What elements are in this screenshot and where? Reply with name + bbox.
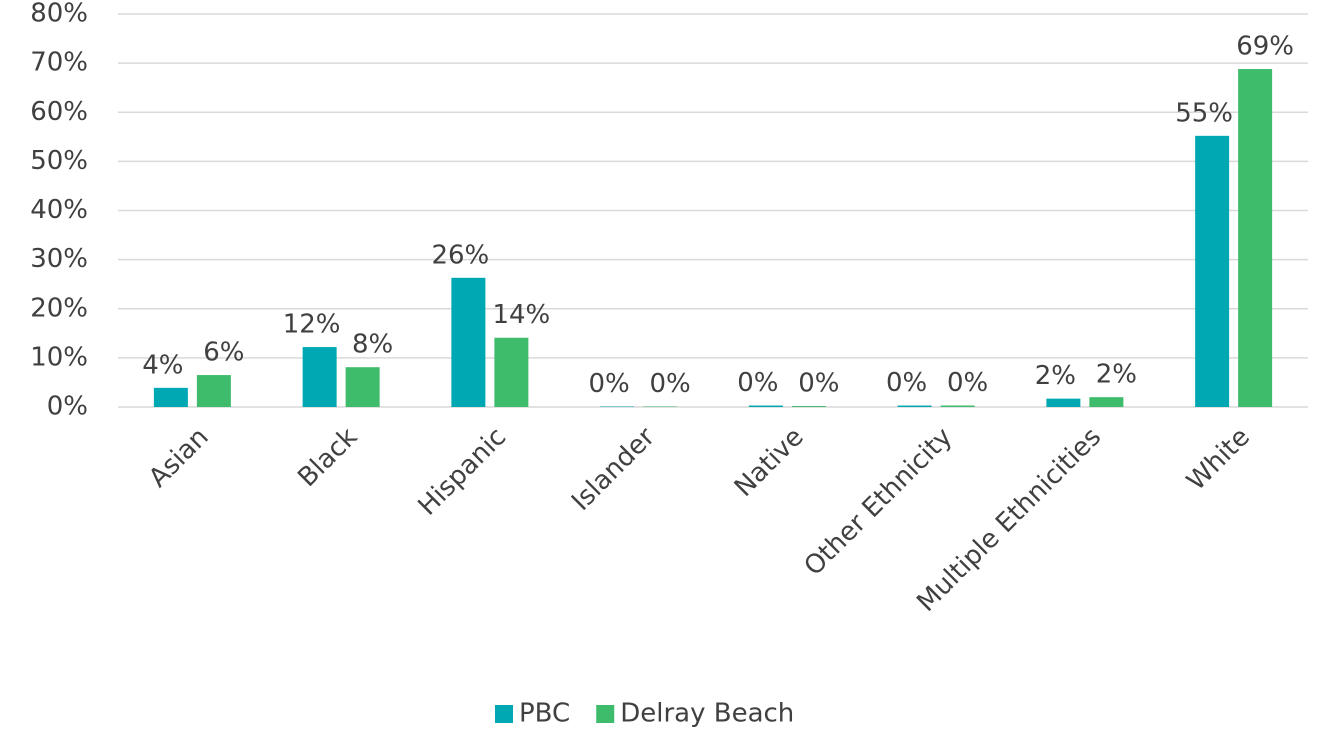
bar — [897, 405, 932, 407]
data-label: 14% — [492, 300, 550, 330]
y-tick-label: 80% — [30, 0, 88, 29]
x-tick-label: Other Ethnicity — [799, 422, 959, 582]
bar — [940, 405, 975, 407]
bar — [196, 375, 231, 407]
bar — [791, 406, 826, 407]
bar — [1046, 398, 1081, 407]
data-label: 0% — [886, 368, 927, 398]
x-tick-label: Native — [729, 422, 810, 503]
x-tick-label: White — [1181, 422, 1256, 497]
data-label: 8% — [352, 330, 393, 360]
data-label: 12% — [283, 310, 341, 340]
bar — [1089, 397, 1124, 407]
data-label: 0% — [798, 369, 839, 399]
bar — [451, 277, 486, 407]
x-tick-label: Hispanic — [413, 422, 513, 522]
data-label: 6% — [203, 338, 244, 368]
data-label: 4% — [142, 350, 183, 380]
y-tick-label: 70% — [30, 48, 88, 78]
legend-label: PBC — [519, 699, 570, 729]
data-label: 2% — [1035, 361, 1076, 391]
legend-label: Delray Beach — [620, 699, 794, 729]
y-tick-label: 40% — [30, 195, 88, 225]
legend-swatch — [596, 705, 615, 723]
legend-swatch — [495, 705, 513, 723]
bar — [302, 347, 337, 407]
y-tick-label: 60% — [30, 97, 88, 127]
data-label: 0% — [650, 369, 691, 399]
bar — [1195, 135, 1230, 407]
data-label: 55% — [1175, 98, 1233, 128]
data-label: 0% — [947, 368, 988, 398]
y-tick-label: 10% — [30, 342, 88, 372]
bar — [1238, 69, 1273, 408]
x-tick-label: Black — [292, 422, 363, 493]
data-label: 0% — [737, 368, 778, 398]
x-tick-label: Islander — [566, 422, 661, 517]
y-tick-label: 0% — [47, 392, 88, 422]
data-label: 69% — [1236, 32, 1294, 62]
data-label: 0% — [589, 369, 630, 399]
y-tick-label: 50% — [30, 146, 88, 176]
data-label: 26% — [431, 240, 489, 270]
x-tick-label: Asian — [143, 422, 214, 493]
y-tick-label: 30% — [30, 244, 88, 274]
y-tick-label: 20% — [30, 293, 88, 323]
bar — [345, 367, 380, 407]
data-label: 2% — [1096, 360, 1137, 390]
bar — [153, 387, 188, 407]
bar — [494, 337, 529, 407]
bar — [748, 405, 783, 407]
